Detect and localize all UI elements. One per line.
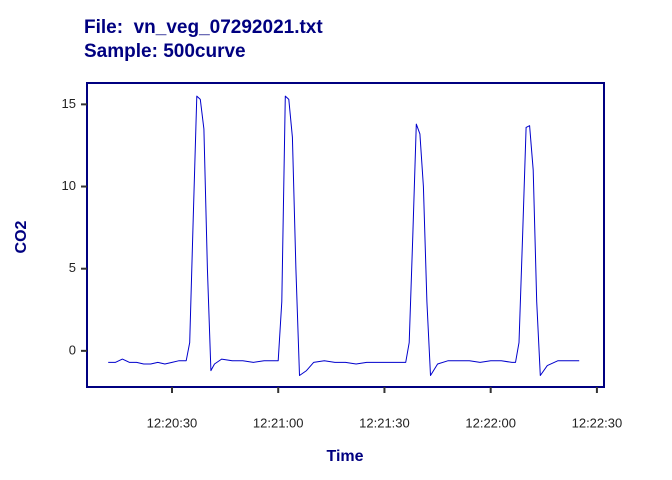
chart-title: File: vn_veg_07292021.txt — [84, 17, 323, 38]
x-tick-label: 12:22:30 — [572, 415, 623, 430]
y-tick-label: 15 — [62, 96, 76, 111]
y-tick-label: 5 — [69, 260, 76, 275]
x-tick-label: 12:20:30 — [147, 415, 198, 430]
data-line — [108, 95, 580, 376]
x-tick-label: 12:21:00 — [253, 415, 304, 430]
y-tick-label: 10 — [62, 178, 76, 193]
x-tick-label: 12:21:30 — [359, 415, 410, 430]
y-axis-title: CO2 — [13, 220, 30, 253]
y-tick-label: 0 — [69, 342, 76, 357]
plot-frame — [86, 82, 605, 388]
chart-subtitle: Sample: 500curve — [84, 41, 246, 62]
x-axis-title: Time — [326, 448, 363, 465]
x-tick-label: 12:22:00 — [465, 415, 516, 430]
